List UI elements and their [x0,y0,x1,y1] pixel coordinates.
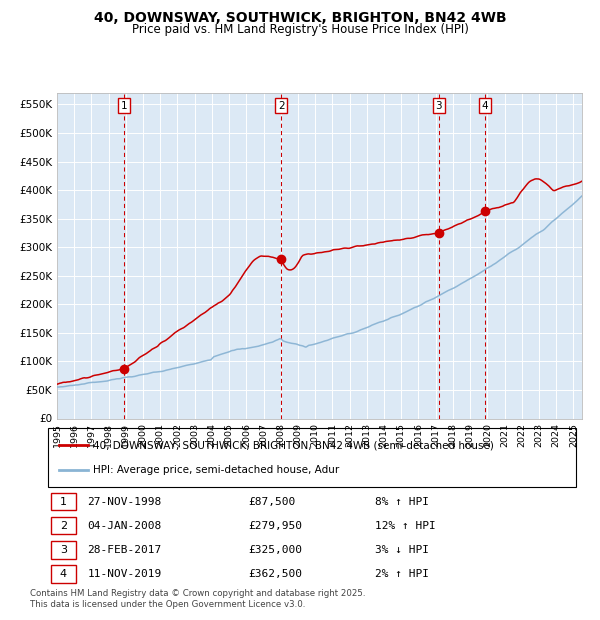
Bar [50,541,76,559]
Text: 04-JAN-2008: 04-JAN-2008 [88,521,162,531]
Text: £362,500: £362,500 [248,569,302,579]
Text: 40, DOWNSWAY, SOUTHWICK, BRIGHTON, BN42 4WB (semi-detached house): 40, DOWNSWAY, SOUTHWICK, BRIGHTON, BN42 … [93,440,494,451]
Text: 12% ↑ HPI: 12% ↑ HPI [376,521,436,531]
Bar [50,493,76,510]
Text: 2: 2 [60,521,67,531]
Text: £325,000: £325,000 [248,545,302,555]
Text: 28-FEB-2017: 28-FEB-2017 [88,545,162,555]
Text: This data is licensed under the Open Government Licence v3.0.: This data is licensed under the Open Gov… [30,600,305,609]
Text: 1: 1 [121,100,127,110]
Text: 3: 3 [60,545,67,555]
Text: 8% ↑ HPI: 8% ↑ HPI [376,497,430,507]
Text: 2% ↑ HPI: 2% ↑ HPI [376,569,430,579]
Text: 27-NOV-1998: 27-NOV-1998 [88,497,162,507]
Text: £87,500: £87,500 [248,497,296,507]
Text: Price paid vs. HM Land Registry's House Price Index (HPI): Price paid vs. HM Land Registry's House … [131,23,469,36]
Text: 11-NOV-2019: 11-NOV-2019 [88,569,162,579]
Text: £279,950: £279,950 [248,521,302,531]
Text: 2: 2 [278,100,284,110]
Text: Contains HM Land Registry data © Crown copyright and database right 2025.: Contains HM Land Registry data © Crown c… [30,589,365,598]
Text: 3: 3 [436,100,442,110]
Text: 3% ↓ HPI: 3% ↓ HPI [376,545,430,555]
Text: 40, DOWNSWAY, SOUTHWICK, BRIGHTON, BN42 4WB: 40, DOWNSWAY, SOUTHWICK, BRIGHTON, BN42 … [94,11,506,25]
Text: 4: 4 [60,569,67,579]
Text: 1: 1 [60,497,67,507]
Text: 4: 4 [482,100,488,110]
Text: HPI: Average price, semi-detached house, Adur: HPI: Average price, semi-detached house,… [93,465,339,475]
Bar [50,517,76,534]
Bar [50,565,76,583]
